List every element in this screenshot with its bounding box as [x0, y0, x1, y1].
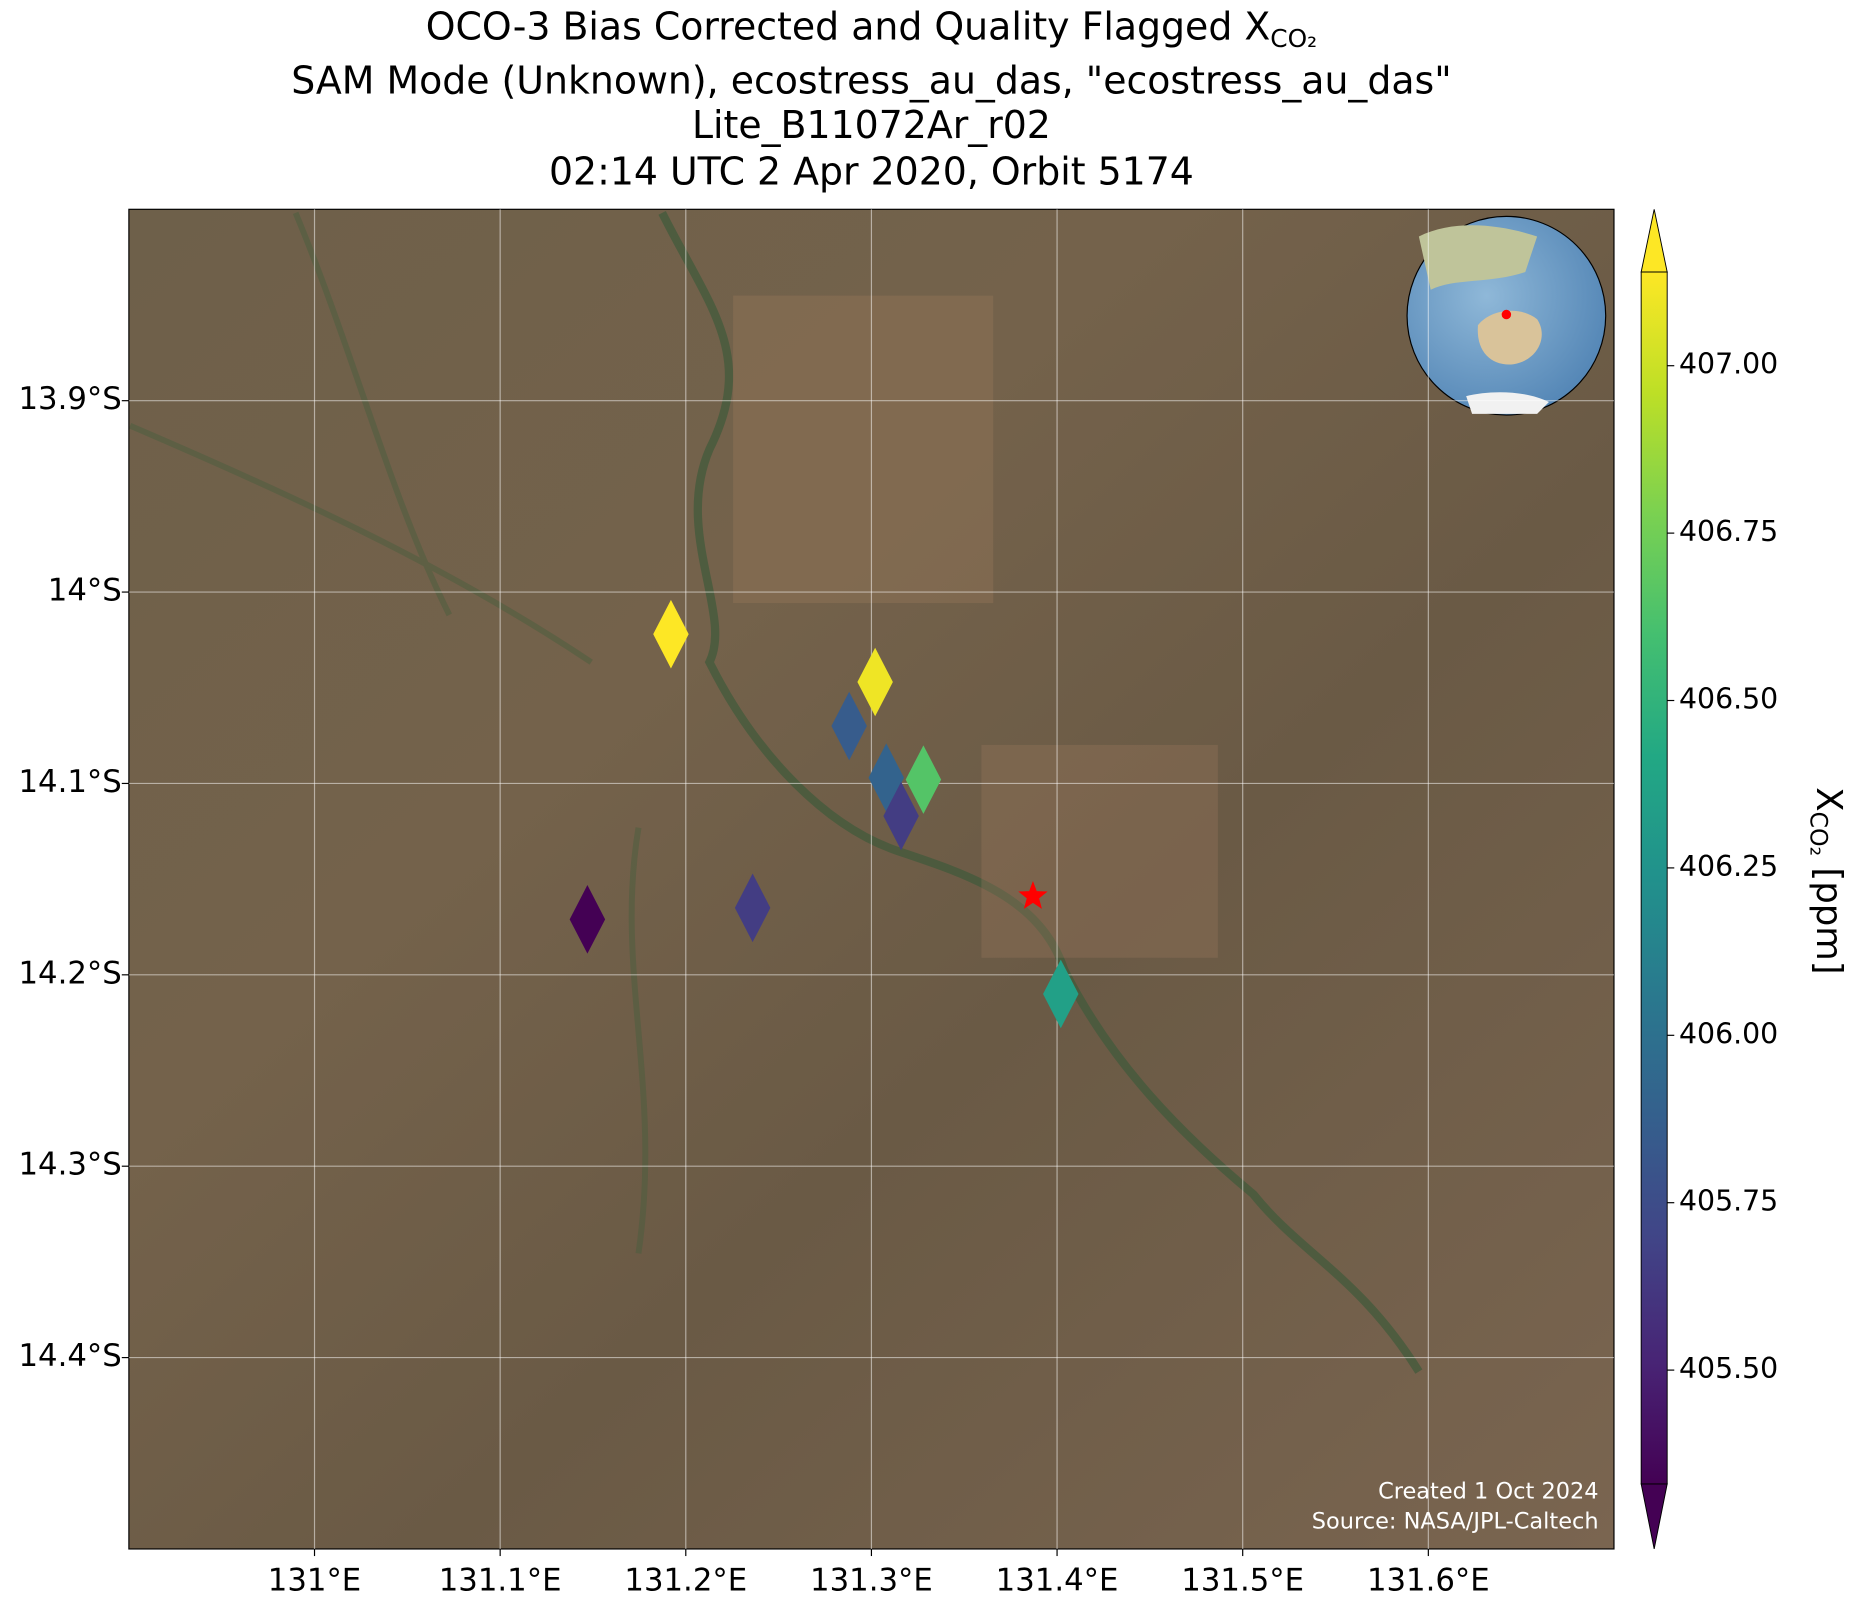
colorbar-frame: [1640, 271, 1668, 1485]
annotation: Source: NASA/JPL-Caltech: [1312, 1508, 1599, 1534]
colorbar-label-subscript: CO₂: [1805, 812, 1833, 857]
x-tick-label: 131.2°E: [624, 1563, 747, 1599]
data-point: [569, 885, 606, 954]
y-tick-label: 14.1°S: [18, 764, 121, 800]
data-point: [831, 691, 867, 761]
subtitle: SAM Mode (Unknown), ecostress_au_das, "e…: [291, 58, 1451, 102]
globe-site: [1501, 309, 1512, 320]
x-tick-label: 131.6°E: [1367, 1563, 1490, 1599]
x-tick-label: 131°E: [268, 1563, 361, 1599]
x-tick-label: 131.5°E: [1181, 1563, 1304, 1599]
y-tick-label: 14.3°S: [18, 1147, 121, 1183]
y-tick-label: 14.2°S: [18, 955, 121, 991]
colorbar-extend-max: [1640, 209, 1668, 273]
y-tick-label: 13.9°S: [18, 381, 121, 417]
site-marker: [1018, 881, 1048, 909]
colorbar-label: XCO₂ [ppm]: [1805, 787, 1849, 974]
data-point: [653, 599, 689, 669]
colorbar-tick-label: 406.50: [1679, 683, 1778, 716]
y-tick-label: 14°S: [48, 573, 122, 609]
x-tick-label: 131.1°E: [439, 1563, 562, 1599]
colorbar-label-text: X: [1808, 787, 1849, 811]
colorbar-tick-label: 405.50: [1679, 1352, 1778, 1385]
colorbar-label-unit: [ppm]: [1808, 856, 1849, 975]
y-tick-label: 14.4°S: [18, 1338, 121, 1374]
colorbar-tick-label: 406.00: [1679, 1017, 1778, 1050]
subtitle: 02:14 UTC 2 Apr 2020, Orbit 5174: [549, 149, 1194, 193]
data-point: [883, 781, 919, 851]
title-subscript: CO₂: [1270, 24, 1317, 53]
colorbar-tick-label: 407.00: [1679, 348, 1778, 381]
colorbar-tick-label: 405.75: [1679, 1185, 1778, 1218]
data-point: [905, 745, 942, 814]
subtitle: Lite_B11072Ar_r02: [692, 103, 1051, 147]
colorbar: [1641, 271, 1668, 1484]
annotation: Created 1 Oct 2024: [1378, 1479, 1599, 1505]
data-point: [734, 873, 771, 943]
colorbar-extend-min: [1640, 1483, 1668, 1550]
title-text: OCO-3 Bias Corrected and Quality Flagged…: [426, 4, 1271, 48]
x-tick-label: 131.3°E: [810, 1563, 933, 1599]
x-tick-label: 131.4°E: [996, 1563, 1119, 1599]
colorbar-tick-label: 406.25: [1679, 850, 1778, 883]
colorbar-tick-label: 406.75: [1679, 515, 1778, 548]
chart-title: OCO-3 Bias Corrected and Quality Flagged…: [426, 4, 1317, 53]
data-point: [857, 647, 893, 717]
